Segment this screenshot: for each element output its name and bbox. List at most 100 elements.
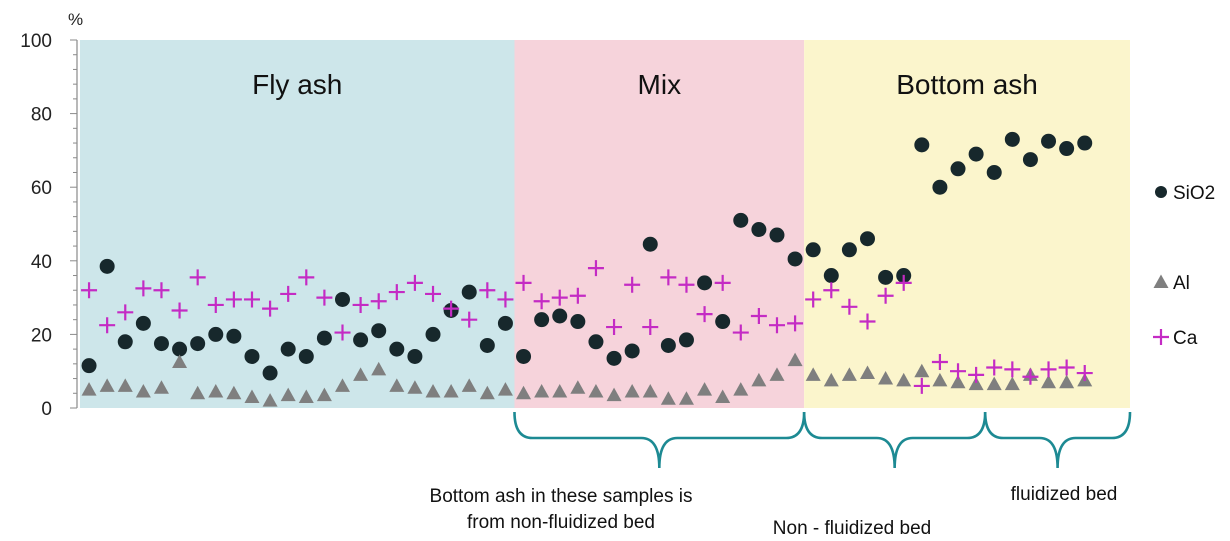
- y-axis: 0 20 40 60 80 100%: [20, 10, 83, 420]
- point-al: [208, 383, 224, 398]
- point-sio2: [497, 315, 513, 331]
- point-al: [660, 391, 676, 405]
- point-sio2: [606, 350, 622, 366]
- legend: SiO2 Al Ca: [1153, 183, 1215, 349]
- point-al: [715, 389, 731, 403]
- point-al: [860, 365, 875, 380]
- point-sio2: [570, 314, 586, 330]
- y-unit-label: %: [68, 10, 83, 29]
- point-sio2: [371, 323, 387, 339]
- series-al: [81, 352, 1093, 407]
- point-al: [751, 372, 767, 387]
- point-al: [769, 367, 785, 381]
- point-sio2: [841, 242, 857, 258]
- point-al: [642, 383, 658, 398]
- point-al: [389, 378, 405, 392]
- point-al: [316, 387, 332, 402]
- point-al: [280, 387, 296, 402]
- point-sio2: [407, 348, 423, 364]
- point-sio2: [986, 164, 1002, 180]
- point-al: [986, 376, 1002, 391]
- point-al: [950, 374, 966, 389]
- point-ca: [370, 293, 387, 310]
- point-sio2: [208, 326, 224, 342]
- point-ca: [533, 293, 550, 310]
- point-ca: [461, 311, 478, 328]
- point-ca: [225, 291, 242, 308]
- point-al: [878, 371, 894, 385]
- point-sio2: [1077, 135, 1093, 151]
- point-ca: [895, 274, 912, 291]
- point-sio2: [932, 179, 948, 195]
- point-al: [516, 385, 532, 400]
- point-sio2: [99, 258, 115, 274]
- point-ca: [768, 317, 785, 334]
- point-ca: [425, 285, 442, 302]
- point-al: [461, 378, 477, 392]
- point-sio2: [172, 341, 188, 357]
- region-bg-2: [804, 40, 1130, 408]
- point-ca: [678, 276, 695, 293]
- point-al: [606, 387, 622, 402]
- point-al: [443, 383, 459, 398]
- point-sio2: [280, 341, 296, 357]
- point-sio2: [81, 358, 97, 374]
- point-ca: [986, 359, 1003, 376]
- region-bg-0: [80, 40, 515, 408]
- point-sio2: [787, 251, 803, 267]
- point-al: [733, 382, 749, 396]
- brace-0: [513, 411, 806, 469]
- point-sio2: [642, 236, 658, 252]
- point-ca: [642, 319, 659, 336]
- point-ca: [81, 282, 98, 299]
- region-label-0: Fly ash: [252, 69, 342, 100]
- point-sio2: [823, 268, 839, 284]
- point-ca: [153, 282, 170, 299]
- point-ca: [950, 363, 967, 380]
- point-sio2: [860, 231, 875, 247]
- point-sio2: [153, 336, 169, 352]
- point-al: [226, 385, 242, 400]
- annotation-text-0: from non-fluidized bed: [467, 512, 655, 533]
- point-al: [407, 380, 423, 394]
- point-ca: [497, 291, 514, 308]
- legend-marker-ca: [1153, 329, 1169, 345]
- point-ca: [750, 308, 767, 324]
- point-ca: [569, 287, 586, 304]
- point-al: [81, 382, 97, 396]
- point-ca: [99, 317, 116, 334]
- legend-marker-sio2: [1155, 186, 1167, 198]
- point-al: [932, 372, 948, 387]
- y-tick-label: 60: [31, 178, 52, 199]
- annotation-text-1: Non - fluidized bed: [773, 518, 931, 539]
- point-al: [153, 380, 169, 394]
- legend-label-ca: Ca: [1173, 328, 1198, 349]
- point-ca: [696, 306, 713, 323]
- point-sio2: [516, 348, 532, 364]
- point-ca: [714, 274, 731, 291]
- point-al: [479, 385, 495, 400]
- point-sio2: [1004, 131, 1020, 147]
- point-ca: [207, 296, 224, 313]
- point-sio2: [733, 212, 749, 228]
- point-ca: [243, 291, 260, 308]
- point-al: [353, 367, 369, 381]
- point-sio2: [697, 275, 713, 291]
- point-ca: [1040, 361, 1057, 378]
- point-ca: [968, 366, 985, 383]
- y-tick-label: 0: [41, 399, 52, 420]
- point-sio2: [389, 341, 405, 357]
- point-al: [552, 383, 568, 398]
- point-al: [172, 354, 188, 368]
- point-al: [335, 378, 350, 392]
- legend-label-al: Al: [1173, 273, 1190, 294]
- point-sio2: [190, 336, 206, 352]
- point-sio2: [805, 242, 821, 258]
- point-ca: [1076, 365, 1093, 382]
- y-tick-label: 80: [31, 105, 52, 126]
- annotation-text-2: fluidized bed: [1011, 484, 1118, 505]
- point-al: [262, 393, 278, 407]
- point-ca: [352, 296, 369, 313]
- regions-layer: Fly ash Mix Bottom ash: [80, 40, 1130, 408]
- point-ca: [1004, 361, 1021, 378]
